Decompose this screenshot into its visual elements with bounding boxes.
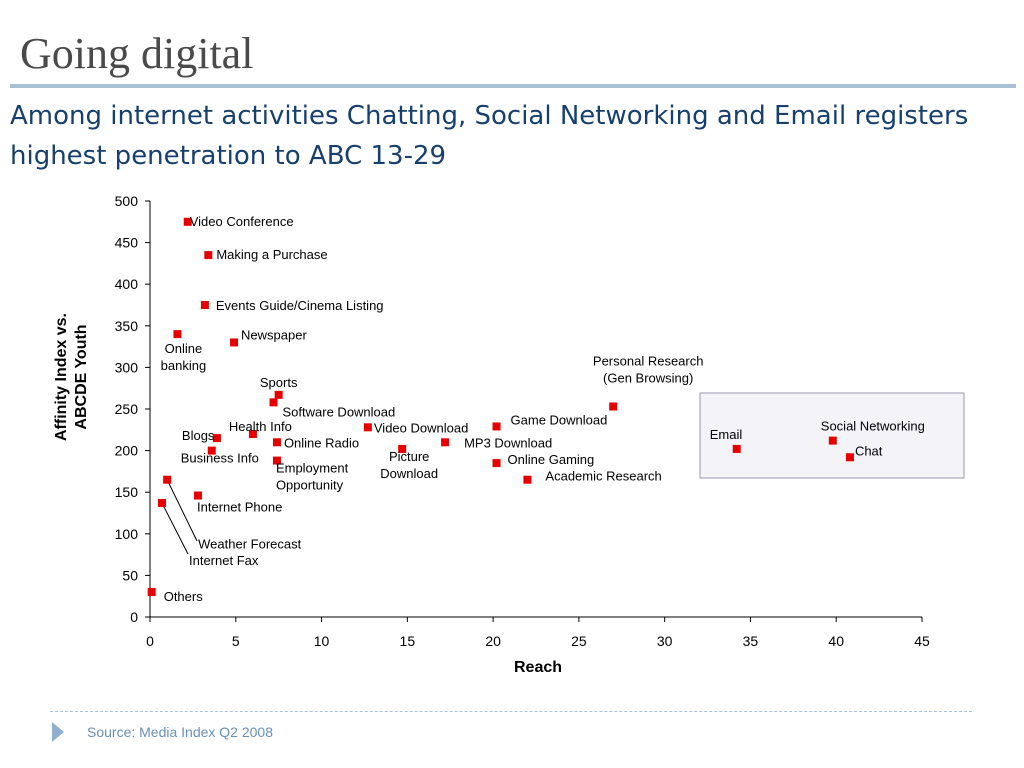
leader-line	[166, 479, 198, 542]
data-point-label: Online Radio	[284, 435, 359, 450]
data-point-label: Blogs	[182, 428, 215, 443]
data-point-marker	[173, 330, 182, 339]
slide-title: Going digital	[20, 29, 254, 78]
data-point-marker	[147, 588, 156, 597]
x-axis-title: Reach	[514, 659, 562, 676]
data-point-marker	[207, 446, 216, 455]
data-point-marker	[732, 444, 741, 453]
data-point-marker	[609, 402, 618, 411]
data-point-label: Software Download	[283, 404, 396, 419]
data-point-label: MP3 Download	[464, 435, 552, 450]
data-point-label: Online	[165, 341, 203, 356]
data-point-label: Email	[710, 427, 743, 442]
data-point-marker	[158, 499, 167, 508]
data-point-marker	[200, 301, 209, 309]
data-point-label: Newspaper	[241, 327, 307, 342]
x-tick-label: 25	[571, 633, 587, 649]
data-point-label: Making a Purchase	[216, 247, 327, 262]
x-tick-label: 20	[485, 633, 501, 649]
x-tick-label: 30	[657, 633, 673, 649]
y-tick-label: 50	[122, 567, 138, 583]
data-point-marker	[194, 491, 203, 500]
x-tick-label: 10	[314, 633, 330, 649]
leader-line	[161, 502, 189, 555]
data-point-label: Health Info	[229, 419, 292, 434]
data-point-label: Picture	[389, 449, 429, 464]
data-point-marker	[230, 338, 239, 347]
data-point-marker	[845, 453, 854, 462]
footer-divider	[50, 711, 972, 712]
source-note: Source: Media Index Q2 2008	[87, 724, 274, 740]
data-point-label: Video Conference	[190, 214, 294, 229]
data-point-marker	[212, 434, 221, 443]
data-point-marker	[398, 444, 407, 453]
data-point-marker	[363, 423, 372, 432]
y-tick-label: 500	[115, 193, 139, 209]
data-point-marker	[492, 459, 501, 468]
data-point-marker	[248, 429, 257, 438]
y-tick-label: 400	[115, 276, 139, 292]
scatter-chart: 0 50 100 150 200 250 300 350 400 450 500 0 5 10 15 20 25…	[53, 193, 965, 676]
data-point-marker	[269, 398, 278, 407]
data-point-label: Internet Fax	[189, 553, 259, 568]
data-point-label: Sports	[260, 375, 298, 390]
data-point-marker	[272, 456, 281, 465]
data-point-label: Internet Phone	[197, 500, 282, 515]
data-point-label: Others	[164, 589, 204, 604]
data-point-label: Weather Forecast	[198, 537, 301, 552]
data-point-label: Video Download	[374, 420, 468, 435]
data-point-label: Personal Research	[593, 354, 704, 369]
x-tick-label: 35	[743, 633, 759, 649]
data-point-marker	[274, 390, 283, 399]
y-tick-label: 350	[115, 318, 139, 334]
data-point-marker	[441, 438, 450, 447]
data-point-label: (Gen Browsing)	[603, 371, 693, 386]
data-point-marker	[183, 217, 192, 226]
y-tick-label: 250	[115, 401, 139, 417]
y-tick-label: 150	[115, 484, 139, 500]
x-tick-label: 0	[146, 633, 154, 649]
data-point-label: Game Download	[511, 412, 608, 427]
data-point-label: Academic Research	[545, 469, 661, 484]
data-point-marker	[272, 438, 281, 447]
footer-arrow-icon	[52, 722, 64, 742]
data-point-label: Download	[380, 466, 438, 481]
data-point-marker	[492, 422, 501, 431]
data-point-label: Employment	[276, 461, 349, 476]
data-point-marker	[204, 251, 213, 260]
y-tick-label: 300	[115, 359, 139, 375]
highlight-box	[699, 392, 965, 479]
data-point-label: Online Gaming	[508, 452, 595, 467]
slide-subtitle: Among internet activities Chatting, Soci…	[10, 101, 969, 171]
data-point-marker	[523, 475, 532, 484]
data-point-label: Events Guide/Cinema Listing	[216, 298, 384, 313]
y-tick-label: 200	[115, 443, 139, 459]
data-point-label: Business Info	[181, 451, 259, 466]
data-point-marker	[828, 436, 837, 445]
x-tick-label: 40	[828, 633, 844, 649]
x-tick-label: 45	[914, 633, 930, 649]
x-tick-label: 5	[232, 633, 240, 649]
data-point-label: Chat	[855, 443, 883, 458]
y-tick-label: 450	[115, 235, 139, 251]
y-tick-label: 0	[130, 609, 138, 625]
data-point-label: banking	[161, 358, 207, 373]
data-point-label: Social Networking	[821, 419, 925, 434]
y-axis-title-line: ABCDE Youth	[73, 324, 90, 429]
y-axis-title-line: Affinity Index vs.	[53, 313, 70, 441]
x-tick-label: 15	[400, 633, 416, 649]
y-tick-label: 100	[115, 526, 139, 542]
title-divider	[10, 84, 1016, 88]
data-point-label: Opportunity	[276, 478, 344, 493]
data-point-marker	[163, 475, 172, 484]
